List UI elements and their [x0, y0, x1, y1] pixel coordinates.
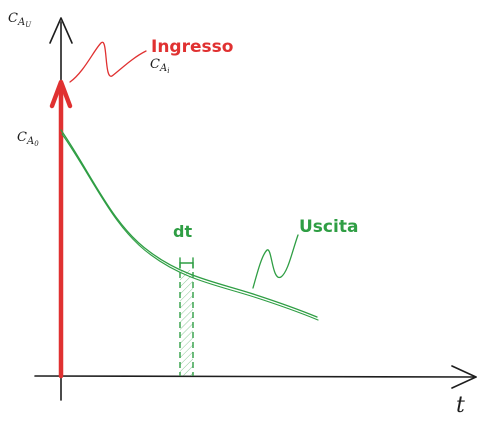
- ingresso-concentration-label: CAi: [150, 57, 169, 75]
- uscita-title: Uscita: [299, 217, 358, 237]
- x-axis-label: t: [456, 393, 465, 418]
- y-axis-label: CAU: [8, 11, 32, 29]
- x-axis-line: [34, 375, 477, 378]
- uscita-curve-stroke-a: [60, 129, 318, 318]
- dt-bracket: [179, 257, 194, 269]
- ingresso-impulse: [49, 79, 73, 379]
- start-concentration-label: CA0: [17, 130, 39, 148]
- uscita-squiggle: [252, 234, 299, 289]
- uscita-curve: [60, 129, 319, 321]
- dt-strip-fill: [180, 270, 193, 376]
- ingresso-title: Ingresso: [151, 37, 233, 57]
- ingresso-squiggle: [69, 41, 147, 83]
- uscita-curve-stroke-b: [61, 133, 319, 321]
- dt-label: dt: [173, 222, 192, 241]
- ingresso-impulse-arrowhead: [49, 79, 73, 109]
- dt-strip: [179, 257, 194, 376]
- x-axis-arrowhead: [451, 365, 477, 389]
- x-axis: [34, 365, 477, 389]
- y-axis-arrowhead: [49, 17, 73, 44]
